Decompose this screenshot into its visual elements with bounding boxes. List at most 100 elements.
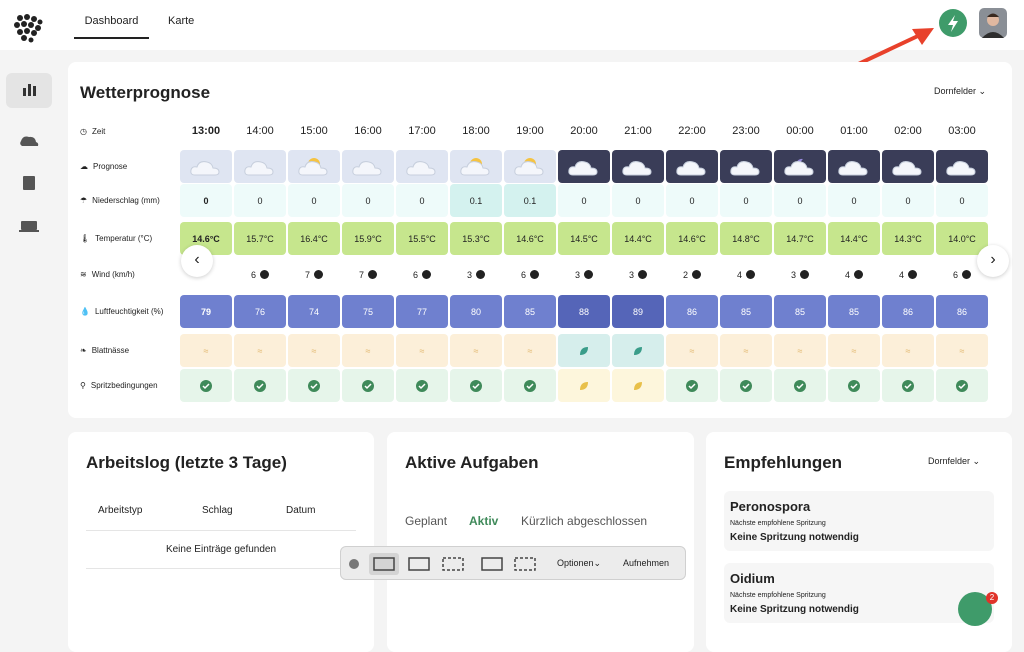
spray-cell (450, 369, 502, 402)
wind-direction (962, 270, 971, 279)
row-label: ❧ Blattnässe (80, 344, 129, 356)
wind-value: 7 (304, 269, 310, 280)
row-icon: ❧ (80, 345, 87, 355)
sidebar-icons[interactable] (6, 73, 52, 243)
wind-direction (314, 270, 323, 279)
weather-cell (666, 150, 718, 183)
selector-text: Dornfelder (928, 456, 971, 466)
humidity-cell: 86 (666, 295, 718, 328)
spray-cell (180, 369, 232, 402)
record-button[interactable]: Aufnehmen (623, 558, 670, 568)
leaf-wetness-cell: ≈ (504, 334, 556, 367)
humidity-cell: 79 (180, 295, 232, 328)
recommendation-card[interactable]: Peronospora Nächste empfohlene Spritzung K… (724, 491, 994, 551)
time-label: 15:00 (300, 125, 328, 137)
top-bar (0, 0, 1024, 50)
task-tab[interactable]: Aktiv (469, 514, 499, 528)
temperature-cell: 15.7°C (234, 222, 286, 255)
temperature-cell: 14.6°C (504, 222, 556, 255)
temperature-cell: 14.4°C (612, 222, 664, 255)
options-button[interactable]: Optionen⌄ (557, 558, 602, 568)
leaf-icon (634, 346, 642, 355)
weather-icon (730, 160, 760, 175)
check-icon (794, 379, 806, 392)
recommendation-name: Peronospora (730, 499, 811, 514)
recommendation-value: Keine Spritzung notwendig (730, 604, 859, 615)
temperature-cell: 14.4°C (828, 222, 880, 255)
weather-cell (234, 150, 286, 183)
avatar[interactable] (979, 8, 1007, 38)
wind-cell: 6 (936, 258, 988, 291)
temperature-cell: 14.5°C (558, 222, 610, 255)
spray-cell (396, 369, 448, 402)
spray-cell (720, 369, 772, 402)
row-label: ☂ Niederschlag (mm) (80, 194, 160, 206)
temperature-cell: 14.8°C (720, 222, 772, 255)
spray-cell (828, 369, 880, 402)
precipitation-cell: 0 (180, 184, 232, 217)
leaf-wetness-cell: ≈ (180, 334, 232, 367)
precipitation-cell: 0 (882, 184, 934, 217)
wet-icon: ≈ (743, 345, 749, 356)
wind-cell: 4 (720, 258, 772, 291)
col-header[interactable]: Arbeitstyp (98, 505, 143, 516)
wind-direction (530, 270, 539, 279)
row-label: ≋ Wind (km/h) (80, 268, 135, 280)
worklog-card: Arbeitslog (letzte 3 Tage) Arbeitstyp Sc… (68, 432, 374, 652)
options-text: Optionen (557, 558, 594, 568)
action-button[interactable] (938, 8, 968, 38)
temperature-cell: 16.4°C (288, 222, 340, 255)
leaf-wetness-cell: ≈ (720, 334, 772, 367)
leaf-wetness-cell: ≈ (396, 334, 448, 367)
task-tab[interactable]: Kürzlich abgeschlossen (521, 514, 648, 528)
wind-direction (692, 270, 701, 279)
spray-cell (882, 369, 934, 402)
leaf-wetness-cell: ≈ (234, 334, 286, 367)
tasks-title: Aktive Aufgaben (405, 453, 539, 472)
weather-icon (568, 160, 598, 175)
row-icon: ☂ (80, 195, 88, 205)
row-label-text: Wind (km/h) (91, 269, 135, 279)
field-selector[interactable]: Dornfelder ⌄ (928, 456, 981, 466)
precipitation-cell: 0.1 (504, 184, 556, 217)
wind-cell: 2 (666, 258, 718, 291)
field-selector[interactable]: Dornfelder ⌄ (934, 86, 987, 96)
recommendation-card[interactable]: Oidium Nächste empfohlene Spritzung Keine … (724, 563, 994, 623)
weather-cell (720, 150, 772, 183)
wind-value: 6 (250, 269, 256, 280)
col-header[interactable]: Datum (286, 505, 316, 516)
weather-cell (504, 150, 556, 183)
tasks-card: Aktive Aufgaben Geplant Aktiv Kürzlich a… (387, 432, 694, 652)
weather-cell (396, 150, 448, 183)
tab-karte[interactable]: Karte (168, 15, 195, 27)
precipitation-cell: 0 (720, 184, 772, 217)
wind-cell: 6 (234, 258, 286, 291)
spray-cell (666, 369, 718, 402)
capture-toolbar: Optionen⌄ Aufnehmen (340, 546, 686, 580)
check-icon (848, 379, 860, 392)
scroll-right[interactable]: › (977, 245, 1009, 277)
col-header[interactable]: Schlag (202, 505, 233, 516)
recommendation-label: Nächste empfohlene Spritzung (730, 592, 826, 599)
capture-icons[interactable] (347, 553, 547, 575)
precipitation-cell: 0 (828, 184, 880, 217)
wind-value: 7 (358, 269, 364, 280)
spray-cell (234, 369, 286, 402)
task-tab[interactable]: Geplant (405, 514, 448, 528)
check-icon (308, 379, 320, 392)
scroll-left[interactable]: ‹ (181, 245, 213, 277)
humidity-cell: 85 (774, 295, 826, 328)
tab-dashboard[interactable]: Dashboard (74, 15, 149, 39)
temperature-cell: 14.6°C (666, 222, 718, 255)
wind-value: 4 (844, 269, 850, 280)
humidity-cell: 76 (234, 295, 286, 328)
temperature-cell: 15.3°C (450, 222, 502, 255)
wet-icon: ≈ (203, 345, 209, 356)
wind-cell: 7 (288, 258, 340, 291)
leaf-icon (634, 381, 642, 390)
wind-direction (746, 270, 755, 279)
wet-icon: ≈ (473, 345, 479, 356)
wind-direction (854, 270, 863, 279)
humidity-cell: 74 (288, 295, 340, 328)
time-label: 17:00 (408, 125, 436, 137)
